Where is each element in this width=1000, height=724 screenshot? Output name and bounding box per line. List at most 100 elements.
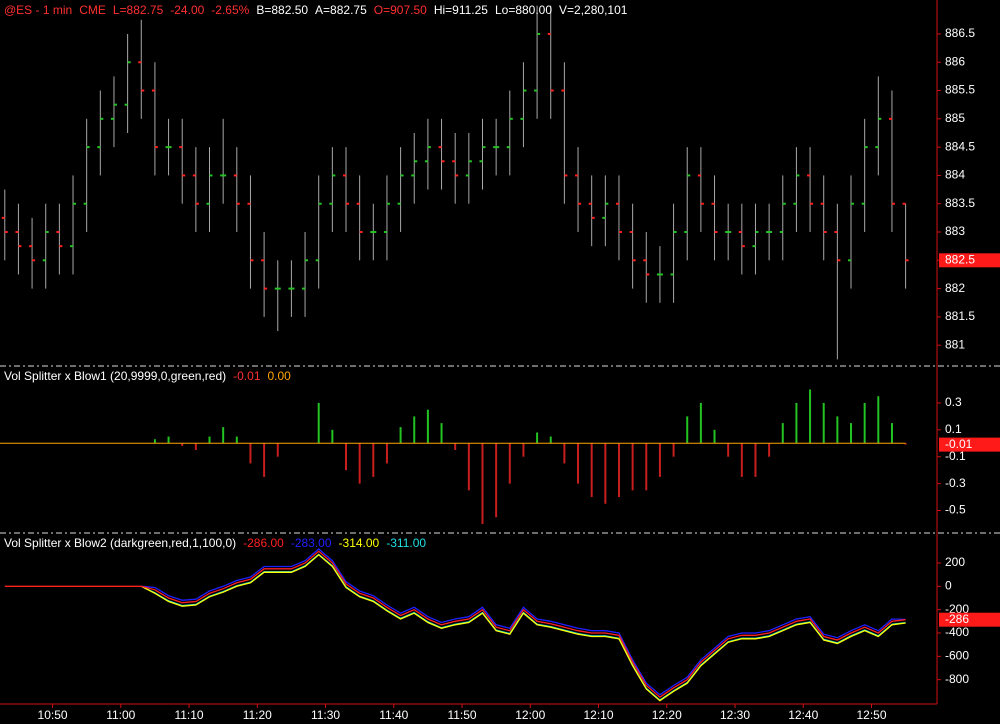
legend-value: -314.00 [338, 536, 380, 550]
y-tick-label: 883 [945, 224, 965, 238]
histogram-bar [331, 429, 334, 444]
series-line [141, 548, 906, 696]
histogram-bar [181, 443, 184, 446]
header-item: V=2,280,101 [559, 3, 628, 17]
histogram-bar [345, 443, 348, 471]
histogram-bar [358, 443, 361, 484]
header: @ES - 1 min CME L=882.75 -24.00 -2.65% B=882.… [4, 3, 627, 17]
x-tick-label: 12:20 [652, 708, 682, 722]
y-tick-label: 885.5 [945, 83, 975, 97]
histogram-bar [877, 396, 880, 444]
x-tick-label: 12:40 [788, 708, 818, 722]
histogram-bar [850, 423, 853, 444]
histogram-bar [699, 402, 702, 444]
histogram-bar [222, 427, 225, 444]
y-tick-label: 881.5 [945, 309, 975, 323]
y-tick-label: 886 [945, 54, 965, 68]
histogram-bar [413, 416, 416, 444]
histogram-bar [522, 443, 525, 457]
histogram-bar [590, 443, 593, 498]
x-tick-label: 11:50 [447, 708, 476, 722]
legend-value: -286.00 [243, 536, 284, 550]
histogram-bar [235, 436, 238, 444]
x-tick-label: 10:50 [38, 708, 68, 722]
value-box-label: 882.5 [945, 252, 975, 266]
histogram-bar [822, 402, 825, 444]
header-item: Hi=911.25 [433, 3, 488, 17]
histogram-bar [658, 443, 661, 477]
histogram-bar [208, 436, 211, 444]
histogram-bar [549, 436, 552, 444]
header-item: -2.65% [211, 3, 250, 17]
histogram-bar [809, 389, 812, 444]
histogram-bar [249, 443, 252, 464]
histogram-bar [645, 443, 648, 491]
x-tick-label: 12:00 [515, 708, 545, 722]
y-tick-label: 885 [945, 111, 965, 125]
histogram-bar [385, 443, 388, 464]
histogram-bar [563, 443, 566, 464]
legend-value: -311.00 [386, 536, 427, 550]
header-item: @ES - 1 min [4, 3, 73, 17]
histogram-bar [276, 443, 279, 457]
histogram-bar [426, 409, 429, 444]
histogram-bar [263, 443, 266, 477]
x-tick-label: 12:10 [583, 708, 613, 722]
histogram-bar [481, 443, 484, 524]
y-tick-label: 200 [945, 555, 965, 569]
y-tick-label: -600 [945, 649, 969, 663]
y-tick-label: -0.5 [945, 503, 966, 517]
header-item: O=907.50 [373, 3, 427, 17]
header-item: A=882.75 [315, 3, 367, 17]
histogram-bar [631, 443, 634, 491]
histogram-bar [740, 443, 743, 477]
y-tick-label: -200 [945, 602, 969, 616]
pane-title: Vol Splitter x Blow1 (20,9999,0,green,re… [4, 369, 227, 383]
histogram-bar [768, 443, 771, 457]
y-tick-label: 886.5 [945, 26, 975, 40]
histogram-bar [536, 432, 539, 444]
value-box [939, 253, 1000, 268]
histogram-bar [795, 402, 798, 444]
legend-value: -0.01 [233, 369, 261, 383]
y-tick-label: 0.1 [945, 422, 962, 436]
histogram-bar [467, 443, 470, 491]
x-tick-label: 11:40 [379, 708, 408, 722]
header-item: B=882.50 [256, 3, 309, 17]
histogram-bar [836, 416, 839, 444]
histogram-bar [686, 416, 689, 444]
histogram-bar [727, 443, 730, 457]
y-tick-label: 884 [945, 168, 965, 182]
histogram-bar [863, 402, 866, 444]
pane-legend: Vol Splitter x Blow2 (darkgreen,red,1,10… [4, 536, 426, 550]
histogram-bar [713, 429, 716, 444]
histogram-bar [672, 443, 675, 457]
x-tick-label: 12:50 [856, 708, 886, 722]
y-tick-label: -800 [945, 672, 969, 686]
y-tick-label: 882 [945, 281, 965, 295]
header-item: -24.00 [170, 3, 205, 17]
histogram-bar [781, 423, 784, 444]
y-tick-label: -0.1 [945, 449, 966, 463]
histogram-bar [890, 423, 893, 444]
y-tick-label: -400 [945, 625, 969, 639]
x-tick-label: 11:20 [243, 708, 272, 722]
histogram-bar [399, 427, 402, 444]
y-tick-label: 0 [945, 579, 952, 593]
histogram-bar [495, 443, 498, 518]
series-line [4, 550, 906, 699]
value-box [939, 437, 1000, 452]
legend-value: 0.00 [267, 369, 291, 383]
value-box [939, 612, 1000, 627]
x-tick-label: 11:30 [311, 708, 340, 722]
value-box-label: -286 [945, 612, 969, 626]
series-line [141, 553, 906, 702]
histogram-bar [754, 443, 757, 477]
histogram-bar [508, 443, 511, 484]
y-tick-label: 883.5 [945, 196, 975, 210]
histogram-bar [577, 443, 580, 484]
header-item: L=882.75 [112, 3, 164, 17]
